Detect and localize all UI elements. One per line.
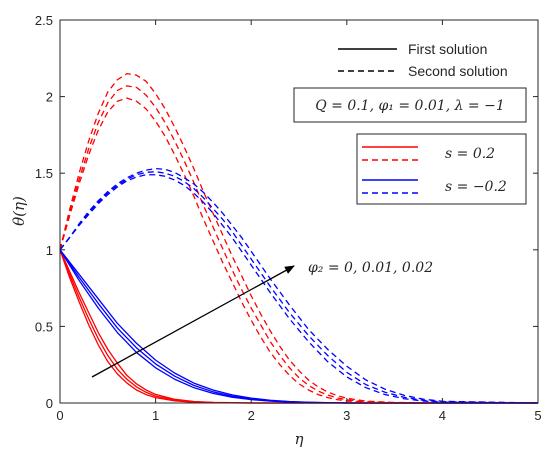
s-pos-label: s = 0.2 xyxy=(445,146,495,162)
params-box-frame xyxy=(293,87,527,123)
params-box: Q = 0.1, φ₁ = 0.01, λ = −1 xyxy=(293,87,527,123)
y-tick-label: 1.5 xyxy=(35,166,53,181)
series-line-5 xyxy=(59,249,538,404)
x-tick-label: 4 xyxy=(439,408,446,423)
y-tick-label: 0 xyxy=(46,396,53,411)
series-line-9 xyxy=(59,174,539,404)
plot-area xyxy=(60,20,538,403)
x-axis-label: η xyxy=(295,430,304,448)
x-tick-label: 5 xyxy=(534,408,541,423)
s-legend: s = 0.2 s = −0.2 xyxy=(356,133,527,205)
y-tick-label: 1 xyxy=(46,243,53,258)
x-tick-label: 0 xyxy=(56,408,63,423)
s-neg-label: s = −0.2 xyxy=(445,179,507,195)
ticks-group: 0 1 2 3 4 5 0 0.5 1 1.5 2 2.5 xyxy=(35,13,542,423)
series-line-11 xyxy=(59,167,539,404)
y-tick-label: 2.5 xyxy=(35,13,53,28)
x-tick-label: 1 xyxy=(152,408,159,423)
series-line-6 xyxy=(59,97,539,404)
y-tick-label: 2 xyxy=(46,90,53,105)
series-line-7 xyxy=(59,85,539,404)
legend-first-label: First solution xyxy=(408,41,487,57)
params-text: Q = 0.1, φ₁ = 0.01, λ = −1 xyxy=(315,98,505,114)
style-legend: First solution Second solution xyxy=(338,41,508,79)
phi2-annotation: φ₂ = 0, 0.01, 0.02 xyxy=(308,260,433,276)
series-line-8 xyxy=(59,72,539,404)
axes-frame xyxy=(59,19,539,404)
legend-second-label: Second solution xyxy=(408,63,508,79)
x-tick-label: 3 xyxy=(343,408,350,423)
y-tick-label: 0.5 xyxy=(35,319,53,334)
x-tick-label: 2 xyxy=(248,408,255,423)
y-axis-label: θ(η) xyxy=(10,196,28,226)
series-line-10 xyxy=(59,171,539,404)
phi2-arrow xyxy=(91,265,295,378)
curves-group xyxy=(59,72,539,404)
